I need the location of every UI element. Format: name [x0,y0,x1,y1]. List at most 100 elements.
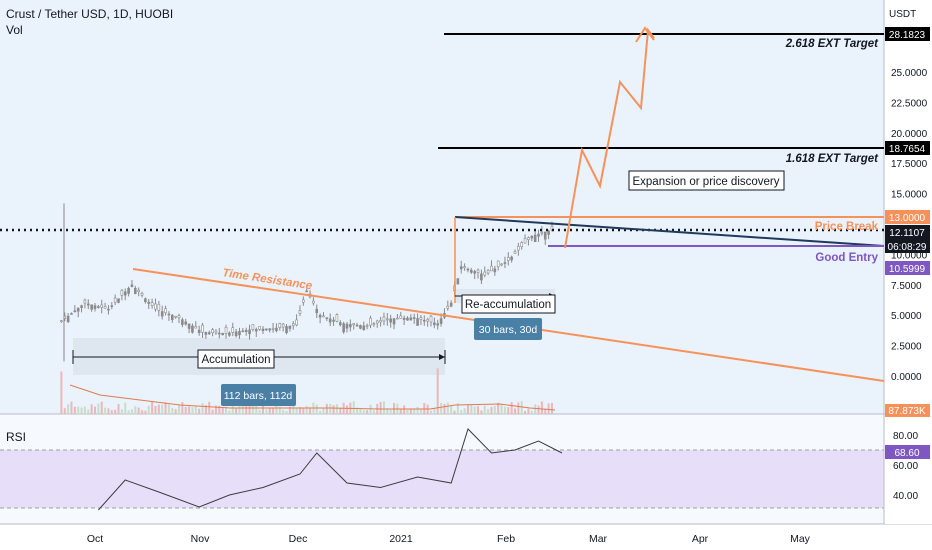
candle-body [449,302,453,307]
candle-body [181,319,184,325]
accumulation-label: Accumulation [201,354,270,366]
tag-volume: 87.873K [888,406,926,417]
candle-body [154,303,157,310]
volume-bar [483,405,486,414]
candle-body [191,325,194,333]
candle-body [365,325,369,327]
time-tick-label: Dec [289,533,308,545]
volume-bar [470,404,473,414]
candle-body [248,329,251,335]
candle-body [170,314,174,320]
price-tick-label: 17.5000 [891,159,928,170]
volume-bar [147,405,150,414]
rsi-indicator-label[interactable]: RSI [6,430,27,444]
volume-bar [325,403,328,414]
volume-bar [110,410,113,414]
candle-body [184,321,188,325]
candle-body [298,310,302,314]
candle-body [318,314,322,318]
volume-bar [70,401,73,414]
volume-bar [527,408,530,414]
volume-bar [366,410,369,414]
candle-body [211,329,214,334]
rsi-tick-label: 80.00 [893,431,918,442]
candle-body [322,315,325,318]
candle-body [422,319,426,322]
volume-bar [322,408,325,414]
good-entry-label: Good Entry [815,252,878,264]
candle-body [500,263,503,266]
volume-bar [90,404,93,414]
candle-body [470,269,473,273]
volume-bar [379,401,382,414]
candle-body [80,305,83,308]
volume-bar [231,405,234,414]
candle-body [134,287,137,294]
candle-body [214,330,218,334]
candle-body [476,269,480,273]
volume-bar [403,405,406,414]
candle-body [530,235,534,239]
candle-body [402,317,406,320]
volume-bar [178,405,180,414]
candle-body [466,268,470,271]
volume-bar [137,407,140,414]
volume-bar [319,410,322,414]
candle-body [204,332,208,335]
rsi-tick-label: 60.00 [893,461,918,472]
volume-indicator-label[interactable]: Vol [6,23,23,37]
volume-bar [97,403,100,414]
volume-bar [446,402,449,414]
candle-body [429,315,433,323]
volume-bar [456,403,459,414]
rsi-tick-label: 40.00 [893,491,918,502]
volume-bar [117,403,120,414]
candle-body [436,323,440,326]
tag-entry: 10.5999 [889,264,926,275]
candle-body [312,300,315,304]
candle-body [456,278,460,285]
volume-bar [399,408,402,414]
volume-bar [389,410,392,414]
volume-bar [510,402,513,414]
price-tick-label: 20.0000 [891,129,928,140]
candle-body [379,320,382,323]
target-2618-label: 2.618 EXT Target [785,38,879,50]
volume-bar [493,405,496,414]
time-tick-label: Feb [497,533,515,545]
volume-bar [534,404,537,414]
candle-body [251,324,255,330]
candle-body [315,308,319,314]
expansion-label: Expansion or price discovery [632,176,779,188]
volume-bar [211,409,214,414]
volume-bar [352,401,355,414]
candle-body [352,323,356,326]
tag-countdown: 06:08:29 [888,242,927,253]
candle-body [207,332,211,335]
rsi-tick-labels: 80.00 60.00 40.00 [893,431,918,502]
candle-body [258,326,261,330]
candle-body [278,323,282,328]
volume-bar [416,406,419,414]
candle-body [221,332,224,336]
chart-header: Crust / Tether USD, 1D, HUOBI Vol [6,6,173,38]
price-tick-label: 5.0000 [891,311,922,322]
candle-body [493,268,497,273]
volume-bar [134,406,137,414]
volume-bar [436,368,439,414]
candle-body [375,320,379,324]
candle-body [433,322,436,326]
candle-body [187,323,191,329]
volume-bar [87,409,90,414]
candle-body [261,328,265,332]
candle-body [123,291,127,296]
symbol-title[interactable]: Crust / Tether USD, 1D, HUOBI [6,7,174,21]
volume-bar [278,406,281,414]
tag-entry-bg [885,261,930,275]
price-tick-label: 7.5000 [891,281,922,292]
volume-bar [386,408,389,414]
volume-bar [201,402,204,414]
candle-body [496,260,500,268]
volume-bar [480,410,483,414]
